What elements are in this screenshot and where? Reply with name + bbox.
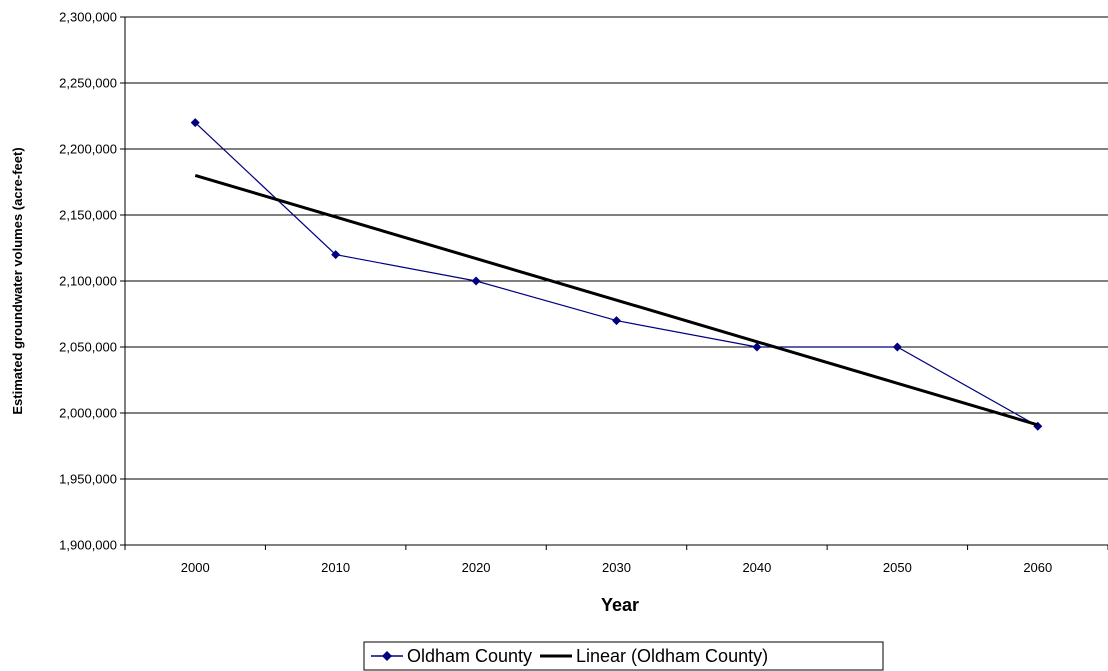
y-tick-label: 2,250,000	[59, 76, 117, 91]
legend-box	[363, 641, 884, 671]
x-tick-label: 2010	[321, 560, 350, 575]
y-tick-label: 2,100,000	[59, 274, 117, 289]
series-layer	[190, 118, 1043, 431]
x-axis-title: Year	[601, 595, 639, 615]
y-axis-title: Estimated groundwater volumes (acre-feet…	[10, 147, 25, 414]
x-tick-label: 2000	[181, 560, 210, 575]
legend: Oldham County Linear (Oldham County)	[363, 641, 884, 671]
data-point	[612, 316, 621, 326]
x-tick-label: 2030	[602, 560, 631, 575]
y-tick-label: 2,150,000	[59, 208, 117, 223]
data-point	[752, 342, 762, 352]
data-point	[471, 276, 481, 286]
y-tick-label: 2,200,000	[59, 142, 117, 157]
data-point	[331, 250, 341, 260]
gridlines	[125, 16, 1108, 480]
data-point	[190, 118, 200, 128]
x-tick-label: 2060	[1023, 560, 1052, 575]
trend-line	[194, 173, 1039, 427]
y-tick-label: 1,950,000	[59, 472, 117, 487]
y-tick-label: 1,900,000	[59, 538, 117, 553]
x-axis-ticks: 2000 2010 2020 2030 2040 2050 2060	[124, 545, 1108, 575]
trendline-layer	[194, 173, 1039, 427]
y-tick-label: 2,300,000	[59, 10, 117, 25]
x-tick-label: 2020	[462, 560, 491, 575]
legend-series-marker	[382, 651, 392, 661]
y-axis-ticks: 1,900,000 1,950,000 2,000,000 2,050,000 2,10…	[59, 10, 125, 553]
x-tick-label: 2040	[742, 560, 771, 575]
legend-trend-label: Linear (Oldham County)	[576, 646, 768, 666]
y-tick-label: 2,050,000	[59, 340, 117, 355]
legend-series-label: Oldham County	[407, 646, 532, 666]
y-tick-label: 2,000,000	[59, 406, 117, 421]
x-tick-label: 2050	[883, 560, 912, 575]
data-point	[892, 342, 902, 352]
